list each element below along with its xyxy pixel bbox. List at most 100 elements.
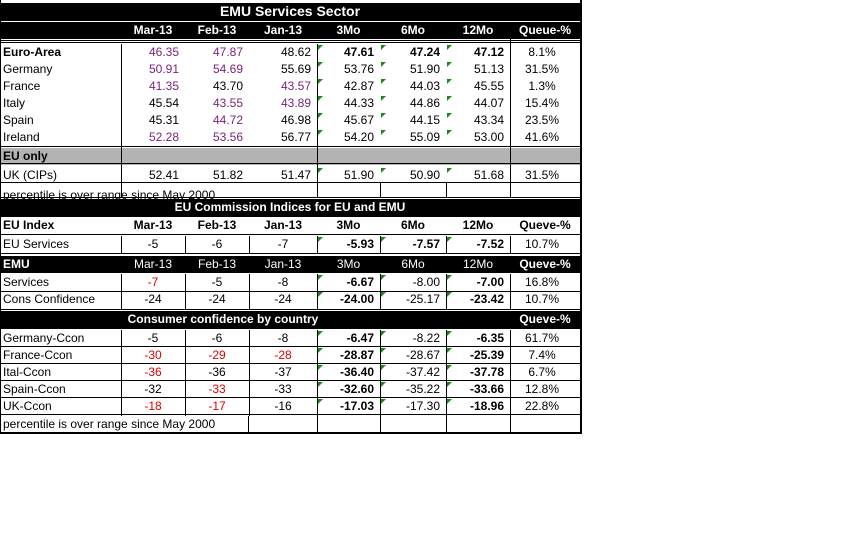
data-cell[interactable]: 61.7% (510, 330, 580, 347)
data-cell[interactable]: -8.22 (380, 330, 446, 347)
data-cell[interactable]: -8 (249, 274, 317, 291)
data-cell[interactable]: 50.91 (121, 61, 185, 78)
column-header[interactable]: Mar-13 (121, 256, 185, 273)
data-cell[interactable]: -5.93 (317, 236, 380, 253)
data-cell[interactable]: 54.69 (185, 61, 249, 78)
column-header[interactable]: 6Mo (380, 217, 446, 234)
column-header[interactable]: Mar-13 (121, 217, 185, 234)
data-cell[interactable]: 15.4% (510, 95, 580, 112)
data-cell[interactable]: 44.33 (317, 95, 380, 112)
data-cell[interactable]: -24 (185, 291, 249, 308)
column-header[interactable]: 6Mo (380, 256, 446, 273)
data-cell[interactable]: 10.7% (510, 236, 580, 253)
data-cell[interactable]: 44.72 (185, 112, 249, 129)
emu-label[interactable]: EMU (0, 256, 121, 273)
data-cell[interactable]: -17.03 (317, 398, 380, 415)
data-cell[interactable]: -32 (121, 381, 185, 398)
data-cell[interactable]: 16.8% (510, 274, 580, 291)
data-cell[interactable]: -5 (185, 274, 249, 291)
data-cell[interactable]: -37.78 (446, 364, 510, 381)
row-label[interactable]: Spain-Ccon (0, 381, 121, 398)
column-header[interactable]: Jan-13 (249, 217, 317, 234)
data-cell[interactable]: 22.8% (510, 398, 580, 415)
column-header[interactable]: 12Mo (446, 217, 510, 234)
data-cell[interactable]: -8.00 (380, 274, 446, 291)
data-cell[interactable]: 55.69 (249, 61, 317, 78)
row-label[interactable]: Euro-Area (0, 44, 121, 61)
data-cell[interactable]: -6.67 (317, 274, 380, 291)
data-cell[interactable]: -24.00 (317, 291, 380, 308)
data-cell[interactable]: 53.00 (446, 129, 510, 146)
data-cell[interactable]: 47.61 (317, 44, 380, 61)
data-cell[interactable]: -25.39 (446, 347, 510, 364)
row-label[interactable]: Spain (0, 112, 121, 129)
data-cell[interactable]: 48.62 (249, 44, 317, 61)
column-header[interactable]: 3Mo (317, 22, 380, 39)
data-cell[interactable]: -18.96 (446, 398, 510, 415)
row-label[interactable]: Ireland (0, 129, 121, 146)
data-cell[interactable]: 43.89 (249, 95, 317, 112)
data-cell[interactable]: -32.60 (317, 381, 380, 398)
data-cell[interactable]: 45.67 (317, 112, 380, 129)
data-cell[interactable]: -7 (121, 274, 185, 291)
row-label[interactable]: France (0, 78, 121, 95)
eu-index-label[interactable]: EU Index (0, 217, 121, 234)
data-cell[interactable]: 44.03 (380, 78, 446, 95)
data-cell[interactable]: 53.76 (317, 61, 380, 78)
column-header[interactable]: 12Mo (446, 256, 510, 273)
data-cell[interactable]: 45.31 (121, 112, 185, 129)
data-cell[interactable]: 41.6% (510, 129, 580, 146)
row-label[interactable]: Cons Confidence (0, 291, 121, 308)
row-label[interactable]: EU Services (0, 236, 121, 253)
data-cell[interactable]: 45.55 (446, 78, 510, 95)
data-cell[interactable]: -7.57 (380, 236, 446, 253)
data-cell[interactable]: -35.22 (380, 381, 446, 398)
data-cell[interactable]: 43.55 (185, 95, 249, 112)
data-cell[interactable]: 8.1% (510, 44, 580, 61)
row-label[interactable]: UK-Ccon (0, 398, 121, 415)
column-header[interactable]: Jan-13 (249, 256, 317, 273)
data-cell[interactable]: -28.67 (380, 347, 446, 364)
data-cell[interactable]: 43.34 (446, 112, 510, 129)
column-header[interactable]: Queve-% (510, 311, 580, 328)
data-cell[interactable]: 23.5% (510, 112, 580, 129)
data-cell[interactable]: -24 (121, 291, 185, 308)
data-cell[interactable]: 45.54 (121, 95, 185, 112)
data-cell[interactable]: 42.87 (317, 78, 380, 95)
column-header[interactable]: 3Mo (317, 256, 380, 273)
data-cell[interactable]: -8 (249, 330, 317, 347)
column-header[interactable]: Queve-% (510, 217, 580, 234)
data-cell[interactable]: -23.42 (446, 291, 510, 308)
data-cell[interactable]: -28 (249, 347, 317, 364)
column-header[interactable]: Queve-% (510, 256, 580, 273)
column-header[interactable]: 6Mo (380, 22, 446, 39)
data-cell[interactable]: -5 (121, 236, 185, 253)
row-label[interactable]: Germany-Ccon (0, 330, 121, 347)
data-cell[interactable]: -17.30 (380, 398, 446, 415)
column-header[interactable]: Feb-13 (185, 217, 249, 234)
data-cell[interactable]: -36 (185, 364, 249, 381)
data-cell[interactable]: -16 (249, 398, 317, 415)
data-cell[interactable]: -33.66 (446, 381, 510, 398)
data-cell[interactable]: 44.07 (446, 95, 510, 112)
data-cell[interactable]: -7.52 (446, 236, 510, 253)
data-cell[interactable]: 7.4% (510, 347, 580, 364)
data-cell[interactable]: -17 (185, 398, 249, 415)
data-cell[interactable]: 55.09 (380, 129, 446, 146)
data-cell[interactable]: 52.28 (121, 129, 185, 146)
data-cell[interactable]: 46.35 (121, 44, 185, 61)
data-cell[interactable]: -37.42 (380, 364, 446, 381)
data-cell[interactable]: -24 (249, 291, 317, 308)
data-cell[interactable]: -7 (249, 236, 317, 253)
data-cell[interactable]: 53.56 (185, 129, 249, 146)
data-cell[interactable]: 51.13 (446, 61, 510, 78)
data-cell[interactable]: 47.12 (446, 44, 510, 61)
row-label[interactable]: Germany (0, 61, 121, 78)
data-cell[interactable]: -6 (185, 236, 249, 253)
data-cell[interactable]: -30 (121, 347, 185, 364)
data-cell[interactable]: 43.57 (249, 78, 317, 95)
row-label[interactable]: Ital-Ccon (0, 364, 121, 381)
data-cell[interactable]: -7.00 (446, 274, 510, 291)
data-cell[interactable]: 44.86 (380, 95, 446, 112)
data-cell[interactable]: -33 (185, 381, 249, 398)
